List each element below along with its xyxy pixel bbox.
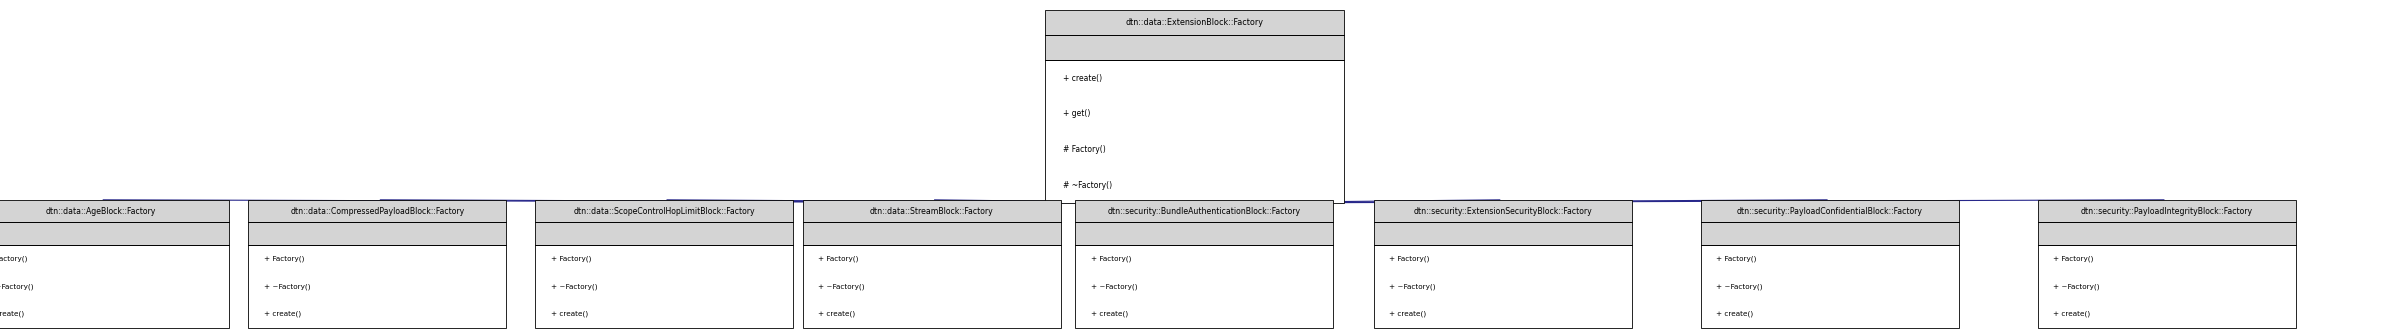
- Bar: [1046, 60, 1343, 203]
- Text: dtn::security::PayloadConfidentialBlock::Factory: dtn::security::PayloadConfidentialBlock:…: [1737, 206, 1923, 215]
- Text: + create(): + create(): [817, 311, 855, 317]
- Text: + get(): + get(): [1063, 109, 1089, 118]
- Text: + Factory(): + Factory(): [1089, 255, 1130, 262]
- Bar: [0, 222, 229, 245]
- Bar: [535, 222, 793, 245]
- Text: + Factory(): + Factory(): [1715, 255, 1756, 262]
- Text: dtn::data::CompressedPayloadBlock::Factory: dtn::data::CompressedPayloadBlock::Facto…: [291, 206, 463, 215]
- Bar: [1075, 245, 1333, 328]
- Bar: [1701, 245, 1959, 328]
- Bar: [1701, 200, 1959, 222]
- Bar: [248, 245, 506, 328]
- Bar: [1075, 222, 1333, 245]
- Bar: [1075, 200, 1333, 222]
- Bar: [803, 222, 1061, 245]
- Text: + ~Factory(): + ~Factory(): [263, 283, 311, 290]
- Text: # ~Factory(): # ~Factory(): [1063, 181, 1113, 190]
- Text: + Factory(): + Factory(): [0, 255, 26, 262]
- Text: + create(): + create(): [0, 311, 24, 317]
- Bar: [1046, 10, 1343, 35]
- Text: + ~Factory(): + ~Factory(): [0, 283, 33, 290]
- Text: + create(): + create(): [1063, 74, 1101, 83]
- Bar: [1701, 222, 1959, 245]
- Text: + create(): + create(): [2052, 311, 2090, 317]
- Text: dtn::data::ExtensionBlock::Factory: dtn::data::ExtensionBlock::Factory: [1125, 18, 1264, 27]
- Bar: [1374, 245, 1632, 328]
- Text: dtn::security::PayloadIntegrityBlock::Factory: dtn::security::PayloadIntegrityBlock::Fa…: [2081, 206, 2253, 215]
- Text: + Factory(): + Factory(): [263, 255, 303, 262]
- Bar: [803, 245, 1061, 328]
- Text: + create(): + create(): [1715, 311, 1754, 317]
- Bar: [535, 200, 793, 222]
- Text: dtn::security::BundleAuthenticationBlock::Factory: dtn::security::BundleAuthenticationBlock…: [1108, 206, 1300, 215]
- Text: dtn::security::ExtensionSecurityBlock::Factory: dtn::security::ExtensionSecurityBlock::F…: [1414, 206, 1591, 215]
- Text: + ~Factory(): + ~Factory(): [549, 283, 597, 290]
- Bar: [248, 200, 506, 222]
- Text: + Factory(): + Factory(): [1388, 255, 1429, 262]
- Bar: [248, 222, 506, 245]
- Text: + Factory(): + Factory(): [2052, 255, 2093, 262]
- Text: dtn::data::ScopeControlHopLimitBlock::Factory: dtn::data::ScopeControlHopLimitBlock::Fa…: [573, 206, 755, 215]
- Bar: [2038, 200, 2296, 222]
- Text: + ~Factory(): + ~Factory(): [2052, 283, 2100, 290]
- Text: dtn::data::StreamBlock::Factory: dtn::data::StreamBlock::Factory: [870, 206, 994, 215]
- Text: + ~Factory(): + ~Factory(): [1089, 283, 1137, 290]
- Bar: [535, 245, 793, 328]
- Text: + ~Factory(): + ~Factory(): [817, 283, 865, 290]
- Text: dtn::data::AgeBlock::Factory: dtn::data::AgeBlock::Factory: [45, 206, 155, 215]
- Text: + Factory(): + Factory(): [549, 255, 590, 262]
- Bar: [0, 245, 229, 328]
- Bar: [0, 200, 229, 222]
- Bar: [2038, 222, 2296, 245]
- Text: + ~Factory(): + ~Factory(): [1715, 283, 1763, 290]
- Text: + Factory(): + Factory(): [817, 255, 858, 262]
- Text: + create(): + create(): [549, 311, 588, 317]
- Text: # Factory(): # Factory(): [1063, 145, 1106, 154]
- Bar: [803, 200, 1061, 222]
- Bar: [1374, 222, 1632, 245]
- Text: + ~Factory(): + ~Factory(): [1388, 283, 1436, 290]
- Text: + create(): + create(): [1089, 311, 1128, 317]
- Text: + create(): + create(): [1388, 311, 1426, 317]
- Bar: [1374, 200, 1632, 222]
- Text: + create(): + create(): [263, 311, 301, 317]
- Bar: [1046, 35, 1343, 60]
- Bar: [2038, 245, 2296, 328]
